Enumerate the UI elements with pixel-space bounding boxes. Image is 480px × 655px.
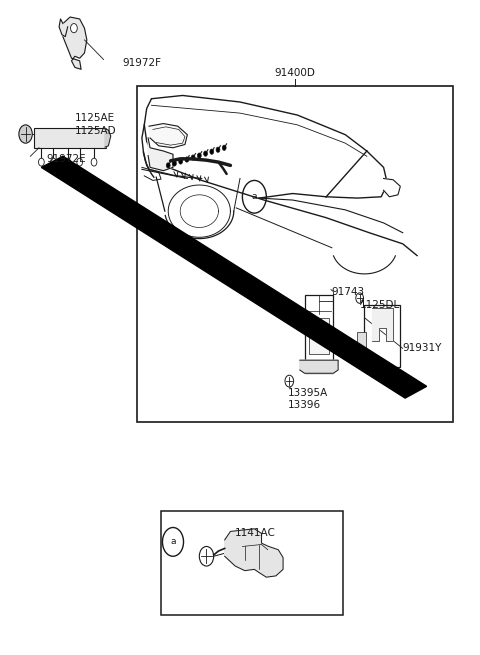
FancyBboxPatch shape	[364, 305, 400, 367]
Bar	[137, 86, 453, 422]
Circle shape	[71, 24, 77, 33]
Text: 1141AC: 1141AC	[235, 529, 276, 538]
Text: 91400D: 91400D	[275, 67, 315, 77]
Text: a: a	[252, 193, 257, 201]
Circle shape	[179, 159, 182, 164]
Circle shape	[185, 157, 189, 162]
FancyBboxPatch shape	[305, 295, 333, 373]
Polygon shape	[41, 157, 427, 398]
Text: 91931Y: 91931Y	[403, 343, 442, 354]
Circle shape	[197, 153, 201, 159]
Polygon shape	[59, 19, 68, 37]
Circle shape	[19, 125, 32, 143]
Text: 91972E: 91972E	[46, 154, 86, 164]
Text: a: a	[170, 537, 176, 546]
Bar	[357, 332, 366, 350]
Circle shape	[222, 145, 226, 151]
Circle shape	[65, 159, 71, 166]
Text: 91972F: 91972F	[123, 58, 162, 67]
Text: 1125AD: 1125AD	[75, 126, 117, 136]
Circle shape	[204, 151, 207, 157]
Text: 13395A: 13395A	[288, 388, 328, 398]
Circle shape	[38, 159, 44, 166]
Text: 1125AE: 1125AE	[75, 113, 115, 123]
Bar	[34, 128, 106, 148]
Text: 1125DL: 1125DL	[360, 299, 400, 310]
Bar	[161, 510, 343, 615]
Text: 91743: 91743	[331, 286, 364, 297]
Polygon shape	[148, 138, 173, 171]
Polygon shape	[384, 178, 400, 196]
Polygon shape	[300, 360, 338, 373]
Polygon shape	[372, 308, 393, 341]
Circle shape	[50, 159, 56, 166]
Circle shape	[77, 159, 83, 166]
Circle shape	[91, 159, 97, 166]
Circle shape	[172, 161, 176, 166]
Circle shape	[216, 147, 220, 153]
Polygon shape	[105, 129, 111, 147]
Text: 13396: 13396	[288, 400, 321, 409]
Bar	[310, 318, 328, 354]
Circle shape	[210, 149, 214, 155]
Circle shape	[191, 155, 195, 160]
Polygon shape	[149, 124, 187, 148]
Polygon shape	[63, 17, 87, 69]
Polygon shape	[225, 529, 283, 577]
Circle shape	[166, 163, 170, 168]
